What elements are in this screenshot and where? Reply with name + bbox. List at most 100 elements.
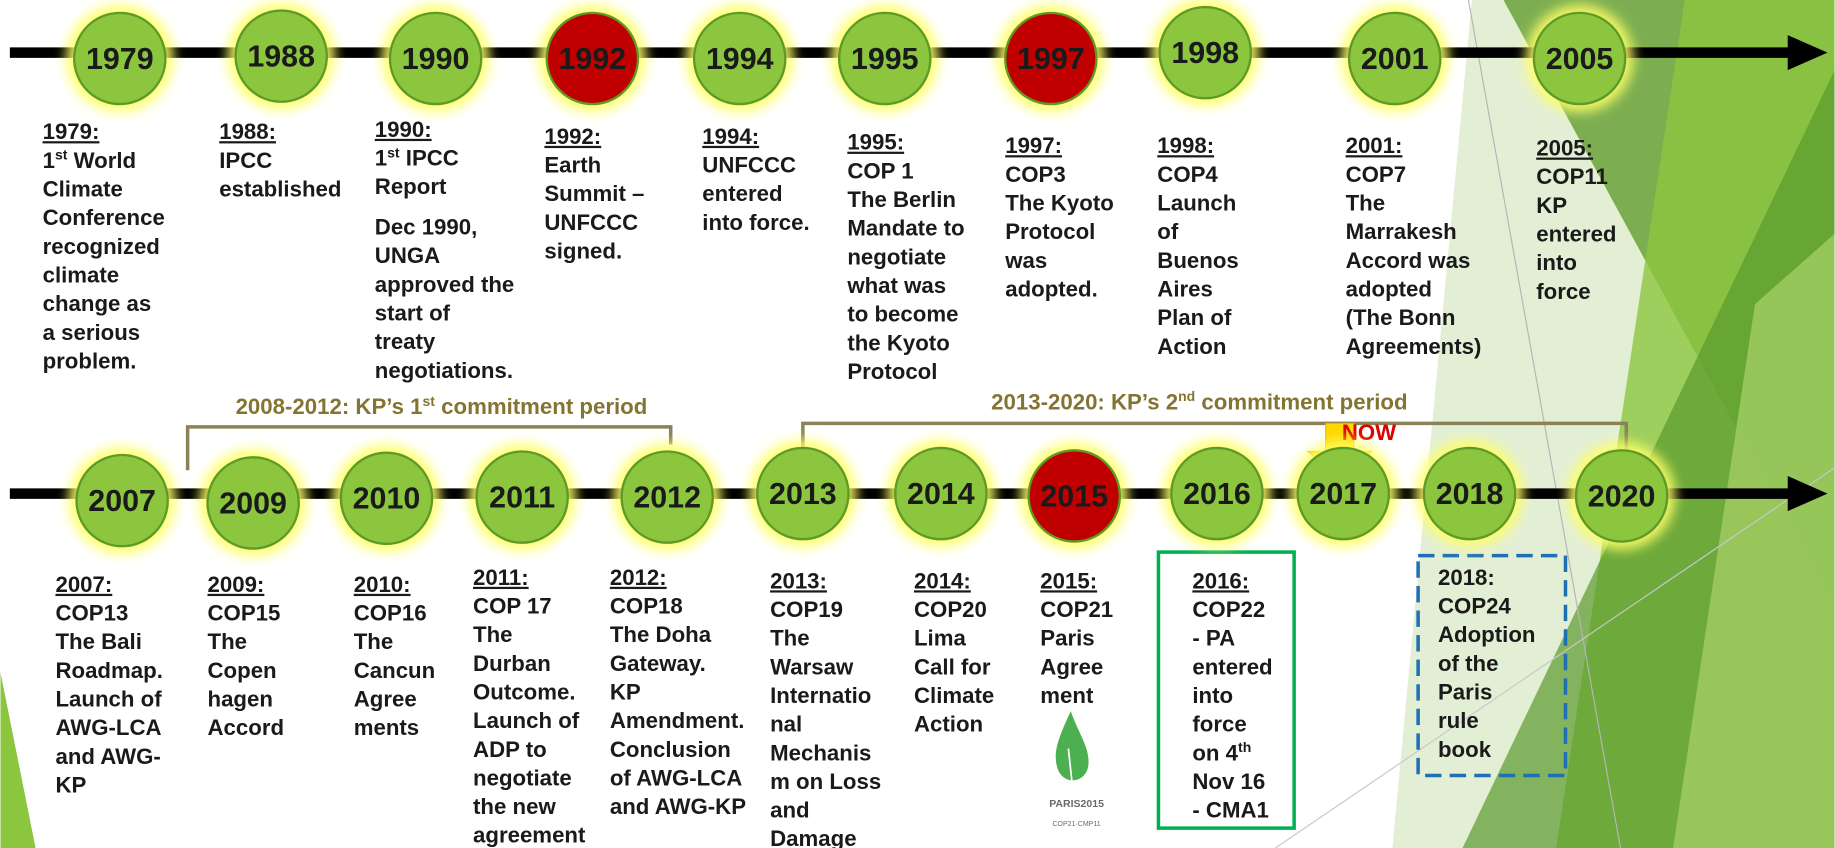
year-circle	[206, 456, 300, 550]
year-circle	[1027, 449, 1122, 543]
year-circle	[894, 446, 988, 541]
event-line: Protocol	[847, 359, 937, 384]
year-circle	[1532, 11, 1627, 106]
year-circle	[73, 11, 167, 106]
event-heading: 2015:	[1040, 568, 1097, 593]
year-label: 1979	[86, 42, 154, 76]
event-line: AWG-LCA	[55, 715, 161, 740]
event-line: hagen	[208, 686, 273, 711]
event-line: was	[1004, 248, 1047, 273]
event-line: Action	[1157, 334, 1226, 359]
event-line: of the	[1438, 651, 1498, 676]
event-line: COP11	[1536, 164, 1608, 189]
event-line: Buenos	[1157, 248, 1238, 273]
event-heading: 1998:	[1157, 133, 1214, 158]
event-line: Copen	[208, 658, 277, 683]
event-line: Summit –	[544, 181, 644, 206]
event-line: established	[219, 177, 341, 202]
event-line: UNFCCC	[702, 153, 796, 178]
event-line: climate	[43, 262, 120, 287]
event-line: COP16	[354, 601, 427, 626]
year-label: 1992	[559, 42, 627, 76]
year-circle	[545, 11, 640, 106]
year-circle	[1422, 446, 1517, 541]
event-line: The	[473, 622, 513, 647]
event-line: recognized	[43, 234, 160, 259]
event-line: into force.	[702, 210, 809, 235]
event-line: Adoption	[1438, 622, 1535, 647]
event-line: Call for	[914, 654, 991, 679]
event-line: COP13	[55, 601, 128, 626]
event-heading: 1988:	[219, 119, 276, 144]
event-heading: 2016:	[1192, 568, 1249, 593]
event-line: 1st World	[43, 147, 137, 173]
year-circle	[475, 450, 569, 544]
event-line: m on Loss	[770, 769, 881, 794]
event-line: Action	[914, 712, 983, 737]
event-line: change as	[43, 291, 152, 316]
event-line: Warsaw	[770, 654, 854, 679]
event-line: Gateway.	[610, 651, 706, 676]
year-label: 2015	[1040, 479, 1108, 513]
event-line: Launch of	[55, 686, 162, 711]
event-line: of AWG-LCA	[610, 765, 742, 790]
event-line: Dec 1990,	[375, 215, 478, 240]
event-line: adopted	[1346, 277, 1432, 302]
event-heading: 1994:	[702, 124, 759, 149]
event-line: UNGA	[375, 243, 440, 268]
year-label: 2017	[1309, 477, 1377, 511]
event-line: Conclusion	[610, 737, 731, 762]
year-circle	[1296, 446, 1391, 541]
year-label: 1990	[402, 42, 470, 76]
year-circle	[692, 11, 787, 106]
event-line: and AWG-	[55, 744, 160, 769]
event-line: The	[208, 629, 248, 654]
year-label: 2013	[769, 477, 837, 511]
event-line: book	[1438, 737, 1492, 762]
event-line: nal	[770, 712, 802, 737]
event-heading: 1995:	[847, 130, 904, 155]
event-heading: 2009:	[208, 572, 265, 597]
year-label: 2005	[1546, 42, 1614, 76]
event-line: Earth	[544, 153, 601, 178]
event-line: problem.	[43, 348, 137, 373]
event-line: Paris	[1040, 626, 1094, 651]
event-line: entered	[1536, 222, 1616, 247]
event-line: entered	[702, 181, 782, 206]
event-line: into	[1192, 683, 1233, 708]
event-line: The	[770, 626, 810, 651]
event-line: COP21	[1040, 597, 1113, 622]
period-label: 2013-2020: KP’s 2nd commitment period	[991, 388, 1407, 414]
event-line: Lima	[914, 626, 967, 651]
event-line: Agree	[354, 686, 417, 711]
event-line: negotiations.	[375, 358, 513, 383]
event-line: COP24	[1438, 593, 1512, 618]
event-line: COP19	[770, 597, 843, 622]
year-label: 1988	[247, 40, 315, 74]
event-line: approved the	[375, 272, 515, 297]
event-line: Accord was	[1346, 248, 1471, 273]
event-line: COP4	[1157, 162, 1218, 187]
year-label: 1995	[851, 42, 919, 76]
event-line: - PA	[1192, 626, 1235, 651]
event-line: COP22	[1192, 597, 1265, 622]
event-heading: 2011:	[473, 565, 529, 590]
year-label: 2018	[1436, 477, 1504, 511]
year-label: 2012	[633, 480, 701, 514]
event-line: on 4th	[1192, 739, 1251, 765]
event-heading: 1990:	[375, 117, 432, 142]
event-line: (The Bonn	[1346, 305, 1456, 330]
event-line: 1st IPCC	[375, 144, 459, 170]
event-line: force	[1192, 712, 1246, 737]
year-circle	[388, 11, 483, 106]
event-heading: 1997:	[1005, 133, 1062, 158]
event-heading: 1992:	[544, 124, 601, 149]
event-line: ments	[354, 715, 419, 740]
event-line: COP3	[1005, 162, 1066, 187]
event-heading: 2014:	[914, 568, 971, 593]
event-line: the new	[473, 794, 556, 819]
event-line: Mandate to	[847, 216, 964, 241]
event-line: The Doha	[610, 622, 712, 647]
event-line: Conference	[43, 205, 165, 230]
